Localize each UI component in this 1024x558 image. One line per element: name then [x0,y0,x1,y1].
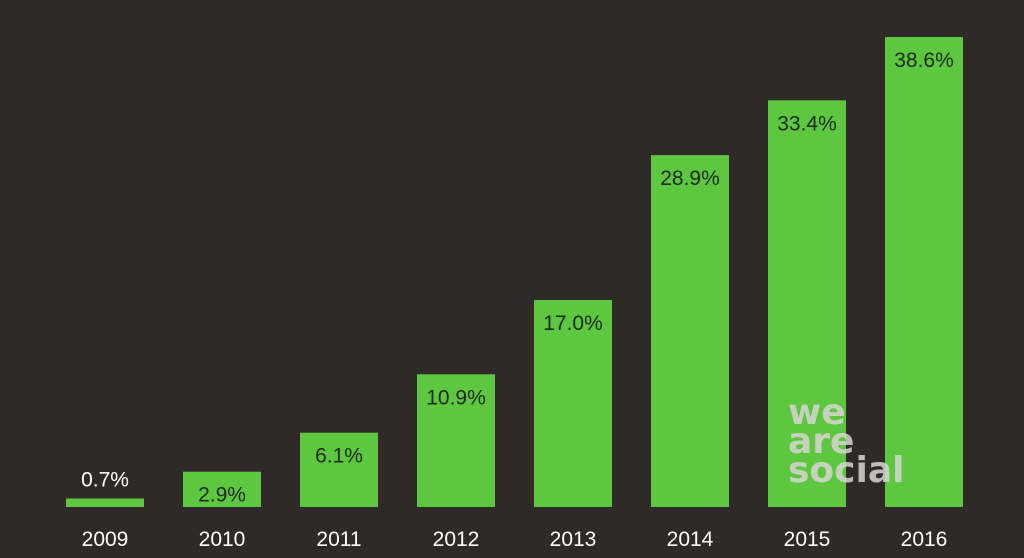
bar-2012 [417,374,495,507]
x-tick-2013: 2013 [550,528,597,551]
x-tick-2010: 2010 [199,528,246,551]
bar-2010 [183,471,261,507]
data-label-2014: 28.9% [660,167,720,190]
data-label-2010: 2.9% [198,484,246,507]
x-tick-2011: 2011 [316,528,361,551]
bar-2016 [885,37,963,507]
data-label-2011: 6.1% [315,445,363,468]
bar-2011 [300,432,378,507]
data-label-2009: 0.7% [81,468,129,491]
watermark-logo: we are social [788,392,904,491]
watermark-line-3: social [788,450,904,491]
bars-group [66,37,963,507]
data-labels-group: 0.7% 2.9% 6.1% 10.9% 17.0% 28.9% 33.4% 38.6% [81,49,954,507]
x-tick-2016: 2016 [901,528,948,551]
bar-2013 [534,300,612,507]
x-tick-2014: 2014 [667,528,714,551]
bar-2009 [66,498,144,507]
x-tick-2012: 2012 [433,528,480,551]
x-tick-2009: 2009 [82,528,129,551]
x-tick-labels-group: 2009 2010 2011 2012 2013 2014 2015 2016 [82,528,948,551]
watermark-line-2: are [788,421,854,462]
data-label-2012: 10.9% [426,386,486,409]
data-label-2013: 17.0% [543,312,603,335]
bar-2015 [768,100,846,507]
watermark-line-1: we [788,392,846,433]
x-tick-2015: 2015 [784,528,831,551]
data-label-2015: 33.4% [777,112,837,135]
bar-2014 [651,155,729,507]
data-label-2016: 38.6% [894,49,954,72]
